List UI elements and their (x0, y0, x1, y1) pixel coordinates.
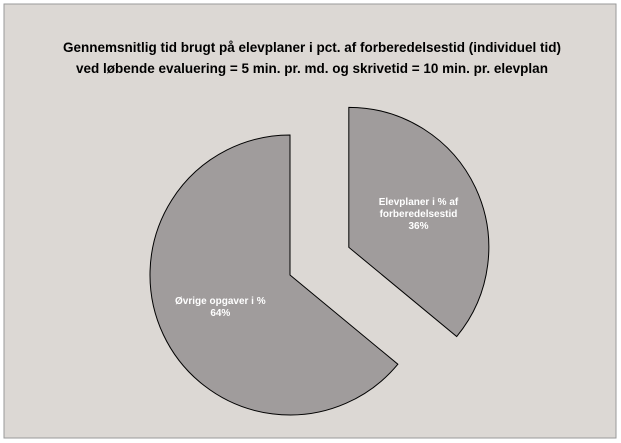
slice-category: Elevplaner i % af forberedelsestid (378, 196, 459, 220)
slice-value: 64% (210, 307, 231, 319)
slice-category: Øvrige opgaver i % (175, 295, 266, 307)
slice-label: Elevplaner i % af forberedelsestid 36% (368, 197, 468, 233)
chart-title: Gennemsnitlig tid brugt på elevplaner i … (63, 40, 561, 55)
pie-slice (149, 134, 399, 416)
chart-title: ved løbende evaluering = 5 min. pr. md. … (76, 61, 548, 76)
slice-value: 36% (408, 220, 429, 232)
slice-label: Øvrige opgaver i % 64% (160, 296, 280, 320)
pie-slice (348, 106, 490, 338)
